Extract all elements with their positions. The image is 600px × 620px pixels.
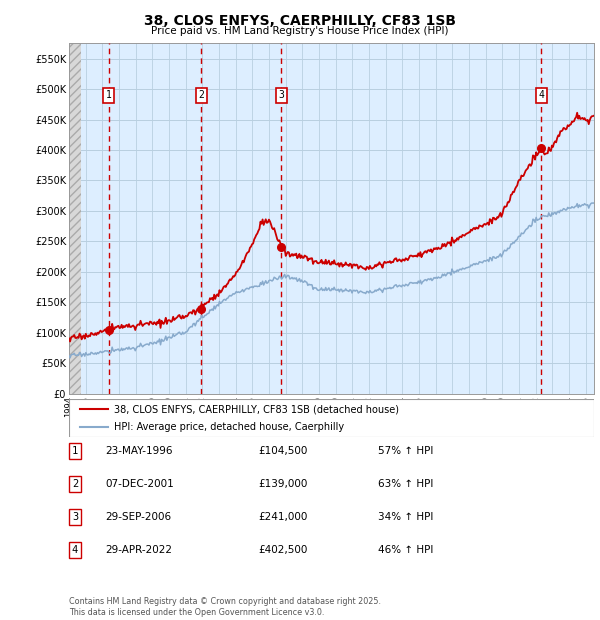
Text: HPI: Average price, detached house, Caerphilly: HPI: Average price, detached house, Caer… xyxy=(113,422,344,432)
Text: Price paid vs. HM Land Registry's House Price Index (HPI): Price paid vs. HM Land Registry's House … xyxy=(151,26,449,36)
Text: 1: 1 xyxy=(72,446,78,456)
Text: 38, CLOS ENFYS, CAERPHILLY, CF83 1SB (detached house): 38, CLOS ENFYS, CAERPHILLY, CF83 1SB (de… xyxy=(113,404,398,414)
Text: 57% ↑ HPI: 57% ↑ HPI xyxy=(378,446,433,456)
Text: 3: 3 xyxy=(278,90,284,100)
Text: 46% ↑ HPI: 46% ↑ HPI xyxy=(378,545,433,555)
Text: £104,500: £104,500 xyxy=(258,446,307,456)
Text: £139,000: £139,000 xyxy=(258,479,307,489)
Text: 3: 3 xyxy=(72,512,78,522)
FancyBboxPatch shape xyxy=(69,399,594,437)
Text: 2: 2 xyxy=(198,90,204,100)
Text: £402,500: £402,500 xyxy=(258,545,307,555)
Text: 23-MAY-1996: 23-MAY-1996 xyxy=(105,446,173,456)
Text: Contains HM Land Registry data © Crown copyright and database right 2025.
This d: Contains HM Land Registry data © Crown c… xyxy=(69,598,381,617)
Text: 07-DEC-2001: 07-DEC-2001 xyxy=(105,479,174,489)
Text: 29-APR-2022: 29-APR-2022 xyxy=(105,545,172,555)
Bar xyxy=(69,43,80,394)
Text: 4: 4 xyxy=(538,90,544,100)
Text: £241,000: £241,000 xyxy=(258,512,307,522)
Text: 1: 1 xyxy=(106,90,112,100)
Text: 29-SEP-2006: 29-SEP-2006 xyxy=(105,512,171,522)
Text: 34% ↑ HPI: 34% ↑ HPI xyxy=(378,512,433,522)
Text: 4: 4 xyxy=(72,545,78,555)
Text: 63% ↑ HPI: 63% ↑ HPI xyxy=(378,479,433,489)
Text: 2: 2 xyxy=(72,479,78,489)
Text: 38, CLOS ENFYS, CAERPHILLY, CF83 1SB: 38, CLOS ENFYS, CAERPHILLY, CF83 1SB xyxy=(144,14,456,28)
